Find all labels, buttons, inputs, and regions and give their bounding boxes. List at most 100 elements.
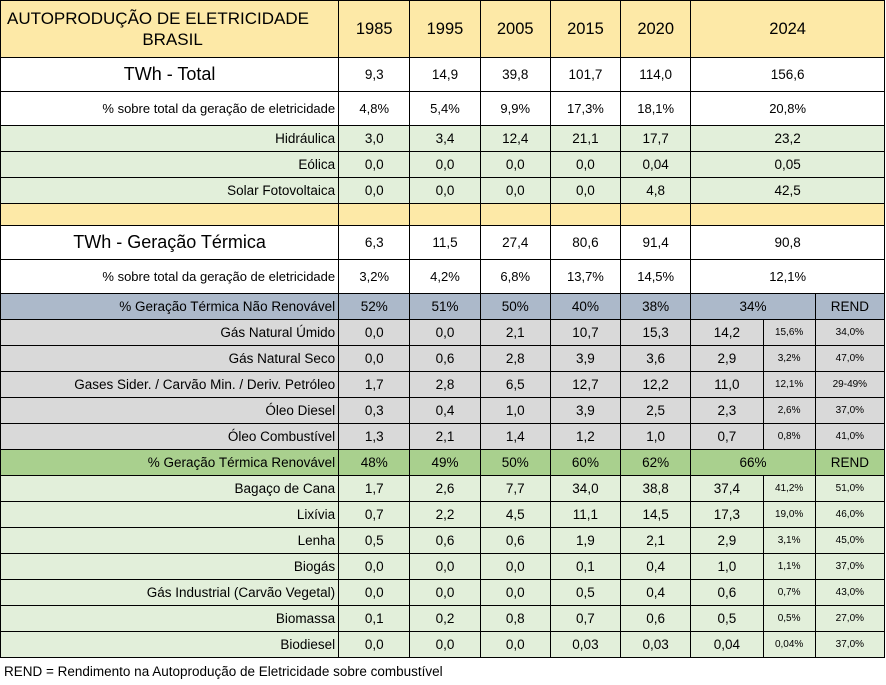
value-cell: 60% [549,449,622,476]
value-cell-2024: 90,8 [690,225,885,260]
table-row: Biomassa 0,1 0,2 0,8 0,7 0,6 0,5 0,5% 27,0% [0,605,886,632]
row-label: Solar Fotovoltaica [0,177,340,204]
separator-cell [620,203,692,226]
value-cell: 6,8% [479,259,551,294]
value-cell: 10,7 [549,319,622,346]
row-eolica: Eólica 0,0 0,0 0,0 0,0 0,04 0,05 [0,151,885,178]
value-cell: 11,0 [690,371,764,398]
value-cell: 11,5 [409,225,481,260]
table-row: Lixívia 0,7 2,2 4,5 11,1 14,5 17,3 19,0% 46,0% [0,501,886,528]
value-cell-2024: 0,05 [690,151,885,178]
value-cell: 38% [620,293,692,320]
value-cell: 0,0 [409,631,481,658]
value-cell: 0,6 [690,579,764,606]
rend-cell: 37,0% [814,553,886,580]
separator-cell [0,203,340,226]
value-cell: 2,1 [479,319,551,346]
row-label: Eólica [0,151,340,178]
row-label: Óleo Combustível [0,423,340,450]
value-cell: 1,0 [690,553,764,580]
value-cell: 34,0 [549,475,622,502]
value-cell: 3,6 [620,345,692,372]
value-cell: 2,2 [409,501,481,528]
value-cell: 0,0 [338,151,411,178]
year-2015: 2015 [549,0,622,58]
value-cell: 0,8 [479,605,551,632]
value-cell: 0,6 [479,527,551,554]
value-cell: 0,0 [409,177,481,204]
value-cell: 4,8% [338,91,411,126]
group-label: % Geração Térmica Renovável [0,449,340,476]
value-cell: 1,3 [338,423,411,450]
value-cell: 17,3% [549,91,622,126]
row-label: Lixívia [0,501,340,528]
value-cell: 1,9 [549,527,622,554]
value-cell: 0,0 [338,579,411,606]
value-cell: 1,2 [549,423,622,450]
value-cell: 3,0 [338,125,411,152]
value-cell: 91,4 [620,225,692,260]
rend-cell: 37,0% [814,397,886,424]
year-2024: 2024 [690,0,885,58]
value-cell: 0,0 [338,345,411,372]
value-cell: 17,3 [690,501,764,528]
value-cell: 62% [620,449,692,476]
share-cell: 1,1% [762,553,816,580]
value-cell: 0,5 [338,527,411,554]
share-cell: 15,6% [762,319,816,346]
share-cell: 0,8% [762,423,816,450]
rend-cell: 47,0% [814,345,886,372]
row-nao_renovavel: % Geração Térmica Não Renovável 52% 51% 50%… [0,293,886,320]
value-cell-2024: 66% [690,449,816,476]
row-label: % sobre total da geração de eletricidade [0,259,340,294]
row-label: Hidráulica [0,125,340,152]
table-row: Gás Natural Seco 0,0 0,6 2,8 3,9 3,6 2,9 3,2% 47… [0,345,886,372]
value-cell: 0,0 [338,631,411,658]
value-cell: 38,8 [620,475,692,502]
value-cell: 0,4 [620,553,692,580]
value-cell: 2,5 [620,397,692,424]
separator-cell [338,203,411,226]
value-cell: 0,2 [409,605,481,632]
table-title: AUTOPRODUÇÃO DE ELETRICIDADE BRASIL [0,0,340,58]
table-row: Bagaço de Cana 1,7 2,6 7,7 34,0 38,8 37,4 41,2%… [0,475,886,502]
value-cell: 1,7 [338,371,411,398]
value-cell: 0,5 [549,579,622,606]
value-cell: 48% [338,449,411,476]
rend-header: REND [814,293,886,320]
row-label: Biodiesel [0,631,340,658]
rend-cell: 41,0% [814,423,886,450]
value-cell: 2,8 [409,371,481,398]
value-cell: 14,9 [409,57,481,92]
row-label: Gás Natural Seco [0,345,340,372]
row-label: Biomassa [0,605,340,632]
value-cell-2024: 42,5 [690,177,885,204]
row-hidraulica: Hidráulica 3,0 3,4 12,4 21,1 17,7 23,2 [0,125,885,152]
table-row: Óleo Diesel 0,3 0,4 1,0 3,9 2,5 2,3 2,6% 37,0% [0,397,886,424]
value-cell: 1,4 [479,423,551,450]
table-title-line1: AUTOPRODUÇÃO DE ELETRICIDADE [7,9,309,28]
value-cell: 0,0 [338,319,411,346]
value-cell: 114,0 [620,57,692,92]
value-cell: 0,0 [479,579,551,606]
value-cell: 1,7 [338,475,411,502]
share-cell: 41,2% [762,475,816,502]
table-row: Biodiesel 0,0 0,0 0,0 0,03 0,03 0,04 0,04% 37,0% [0,631,886,658]
table-row: Biogás 0,0 0,0 0,0 0,1 0,4 1,0 1,1% 37,0% [0,553,886,580]
value-cell: 14,2 [690,319,764,346]
value-cell: 37,4 [690,475,764,502]
value-cell: 0,6 [409,527,481,554]
value-cell: 4,5 [479,501,551,528]
value-cell: 1,0 [620,423,692,450]
share-cell: 0,7% [762,579,816,606]
value-cell: 0,0 [479,553,551,580]
value-cell: 50% [479,293,551,320]
value-cell: 0,1 [549,553,622,580]
value-cell: 11,1 [549,501,622,528]
value-cell: 0,0 [409,319,481,346]
value-cell: 5,4% [409,91,481,126]
row-label: % sobre total da geração de eletricidade [0,91,340,126]
footnote: REND = Rendimento na Autoprodução de Ele… [4,664,443,679]
value-cell: 40% [549,293,622,320]
value-cell: 39,8 [479,57,551,92]
